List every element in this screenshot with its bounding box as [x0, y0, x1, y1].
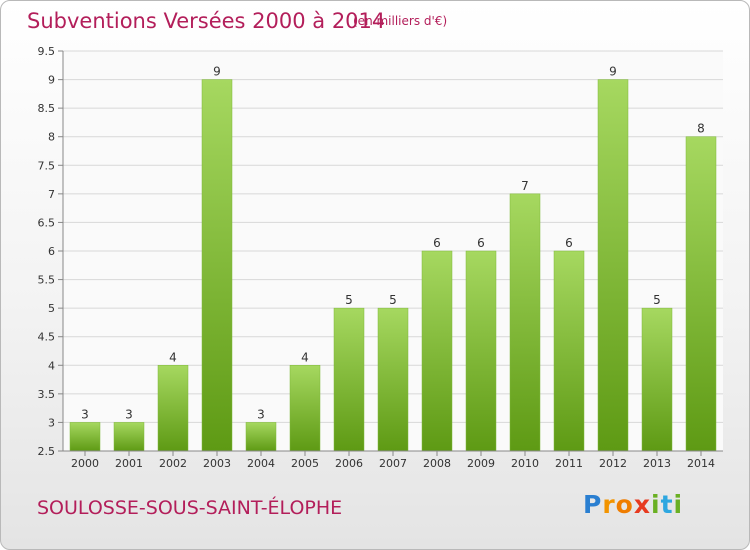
x-tick-label: 2008: [423, 457, 451, 470]
bar-value-label: 3: [125, 407, 133, 421]
bar-value-label: 9: [609, 65, 617, 79]
y-tick-label: 5: [48, 302, 55, 315]
y-tick-label: 4.5: [38, 331, 56, 344]
bar-2004: [245, 422, 277, 452]
bar-2005: [289, 365, 321, 452]
bar-2001: [113, 422, 145, 452]
x-tick-label: 2014: [687, 457, 715, 470]
bar-value-label: 4: [169, 350, 177, 364]
y-tick-label: 6.5: [38, 216, 56, 229]
bar-2009: [465, 250, 497, 452]
y-tick-label: 3.5: [38, 388, 56, 401]
bar-value-label: 6: [477, 236, 485, 250]
bar-2003: [201, 79, 233, 452]
bars: 3 3 4 9 3 4 5 5 6 6 7 6 9 5 8: [69, 65, 717, 452]
y-tick-label: 8.5: [38, 102, 56, 115]
x-tick-label: 2013: [643, 457, 671, 470]
bar-2010: [509, 193, 541, 452]
bar-value-label: 3: [257, 407, 265, 421]
bar-2011: [553, 250, 585, 452]
x-tick-label: 2010: [511, 457, 539, 470]
y-tick-label: 7: [48, 188, 55, 201]
x-tick-label: 2009: [467, 457, 495, 470]
chart-title: Subventions Versées 2000 à 2014: [27, 9, 386, 33]
y-tick-label: 3: [48, 416, 55, 429]
bar-2006: [333, 307, 365, 452]
bar-2012: [597, 79, 629, 452]
location-name: SOULOSSE-SOUS-SAINT-ÉLOPHE: [37, 497, 343, 519]
y-tick-label: 5.5: [38, 274, 56, 287]
bar-value-label: 5: [653, 293, 661, 307]
y-tick-label: 6: [48, 245, 55, 258]
bar-2007: [377, 307, 409, 452]
bar-value-label: 3: [81, 407, 89, 421]
bar-2008: [421, 250, 453, 452]
x-tick-label: 2006: [335, 457, 363, 470]
bar-2000: [69, 422, 101, 452]
bar-value-label: 9: [213, 65, 221, 79]
bar-value-label: 5: [345, 293, 353, 307]
x-tick-label: 2000: [71, 457, 99, 470]
bar-value-label: 8: [697, 122, 705, 136]
y-tick-label: 9.5: [38, 45, 56, 58]
x-tick-label: 2004: [247, 457, 275, 470]
bar-value-label: 7: [521, 179, 529, 193]
x-tick-label: 2002: [159, 457, 187, 470]
bar-2014: [685, 136, 717, 452]
unit-note: (en milliers d'€): [353, 14, 448, 28]
axes: 2.5 3 3.5 4 4.5 5 5.5 6 6.5 7 7.5 8 8.5 9 9.5 2000 2001 2…: [38, 45, 723, 470]
x-tick-label: 2001: [115, 457, 143, 470]
y-tick-label: 8: [48, 131, 55, 144]
x-tick-label: 2012: [599, 457, 627, 470]
bar-value-label: 5: [389, 293, 397, 307]
y-tick-label: 2.5: [38, 445, 56, 458]
bar-value-label: 4: [301, 350, 309, 364]
bar-2002: [157, 365, 189, 452]
proxiti-logo[interactable]: Proxiti: [583, 490, 684, 519]
y-tick-label: 7.5: [38, 159, 56, 172]
y-tick-label: 9: [48, 74, 55, 87]
x-tick-label: 2011: [555, 457, 583, 470]
bar-value-label: 6: [433, 236, 441, 250]
x-tick-label: 2007: [379, 457, 407, 470]
bar-2013: [641, 307, 673, 452]
y-tick-label: 4: [48, 359, 55, 372]
x-tick-label: 2003: [203, 457, 231, 470]
x-tick-label: 2005: [291, 457, 319, 470]
bar-value-label: 6: [565, 236, 573, 250]
